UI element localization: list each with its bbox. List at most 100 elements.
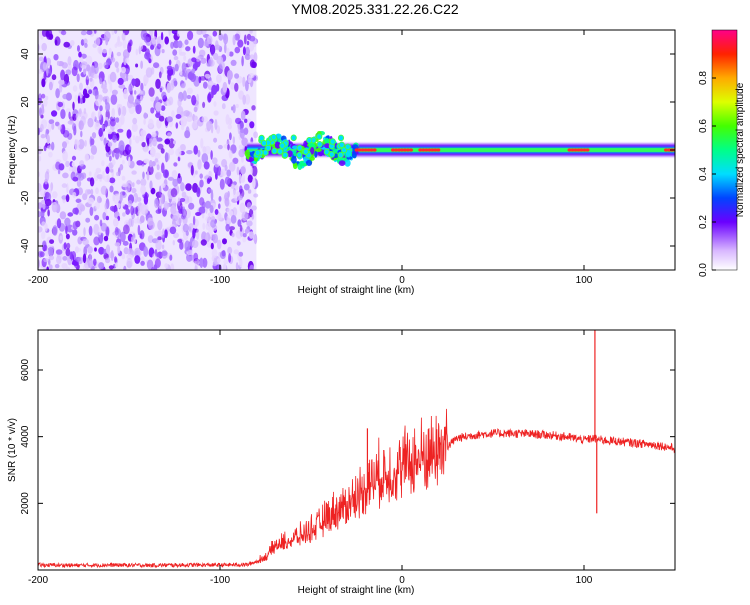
noise-blob [86,75,89,80]
noise-blob [41,231,46,240]
noise-blob [102,48,107,54]
noise-blob [84,43,88,48]
noise-blob [105,244,111,254]
noise-blob [82,264,89,270]
noise-blob [242,46,246,56]
noise-blob [116,67,120,73]
noise-blob [110,94,118,105]
ridge-peak [436,148,441,152]
noise-blob [79,98,83,104]
noise-blob [251,213,255,220]
ridge-highlight [337,151,344,159]
noise-blob [196,30,203,35]
noise-blob [222,238,227,245]
noise-blob [47,209,50,217]
noise-blob [70,40,75,46]
noise-blob [136,89,143,96]
noise-blob [38,182,42,193]
ridge-highlight [260,139,268,147]
noise-blob [236,166,240,176]
y-tick-label: 0 [20,147,31,153]
noise-blob [185,126,190,137]
noise-blob [139,42,144,51]
noise-blob [211,248,218,259]
noise-blob [51,110,58,117]
noise-blob [193,106,198,113]
ridge-peak [403,148,407,152]
noise-blob [79,82,83,91]
ridge-blob [345,149,351,158]
noise-blob [70,171,76,181]
y-tick-label: 2000 [20,492,31,515]
noise-blob [111,206,118,213]
noise-blob [154,158,159,163]
noise-blob [82,95,86,104]
noise-blob [148,58,152,64]
noise-blob [148,118,154,129]
noise-blob [98,227,102,236]
noise-blob [41,78,46,88]
noise-blob [210,45,215,57]
noise-blob [131,78,136,86]
noise-blob [227,208,231,214]
noise-blob [217,264,222,270]
snr-xlabel: Height of straight line (km) [298,585,415,596]
noise-blob [251,165,258,177]
noise-blob [177,40,183,49]
noise-blob [237,39,244,48]
noise-blob [195,229,200,240]
noise-blob [90,188,94,196]
noise-blob [226,47,230,57]
noise-blob [232,157,239,164]
noise-blob [51,141,55,151]
noise-blob [95,187,99,195]
noise-blob [108,47,112,56]
noise-blob [43,98,48,107]
noise-blob [80,30,87,36]
ridge-highlight [338,141,345,149]
noise-blob [140,95,143,102]
noise-blob [184,70,188,81]
noise-blob [98,246,105,255]
noise-blob [243,34,247,45]
noise-blob [57,124,62,131]
noise-blob [218,203,221,209]
noise-blob [114,256,117,263]
y-tick-label: 20 [20,96,31,108]
ridge-blob [274,141,281,149]
noise-blob [132,117,138,125]
noise-blob [182,90,187,101]
noise-blob [148,160,153,168]
noise-blob [192,45,196,54]
noise-blob [230,215,237,224]
noise-blob [227,144,230,151]
noise-blob [110,250,114,262]
noise-blob [221,159,228,168]
noise-blob [88,89,93,95]
x-tick-label: 100 [576,275,593,286]
noise-blob [157,220,163,231]
noise-blob [185,183,192,191]
noise-blob [121,32,126,41]
noise-blob [239,202,246,214]
x-tick-label: -200 [28,275,48,286]
noise-blob [139,215,145,224]
noise-blob [125,57,130,64]
noise-blob [170,204,177,215]
noise-blob [238,149,245,158]
noise-blob [100,222,108,232]
noise-blob [136,95,141,100]
noise-blob [205,216,211,222]
noise-blob [39,251,45,258]
noise-blob [161,249,168,259]
ridge-blob [292,162,298,170]
noise-blob [189,73,197,83]
noise-blob [65,248,71,257]
noise-blob [156,230,163,237]
noise-blob [72,123,77,131]
ridge-highlight [282,151,289,159]
noise-blob [78,109,82,115]
ridge-peak [433,148,438,152]
noise-blob [235,117,242,125]
